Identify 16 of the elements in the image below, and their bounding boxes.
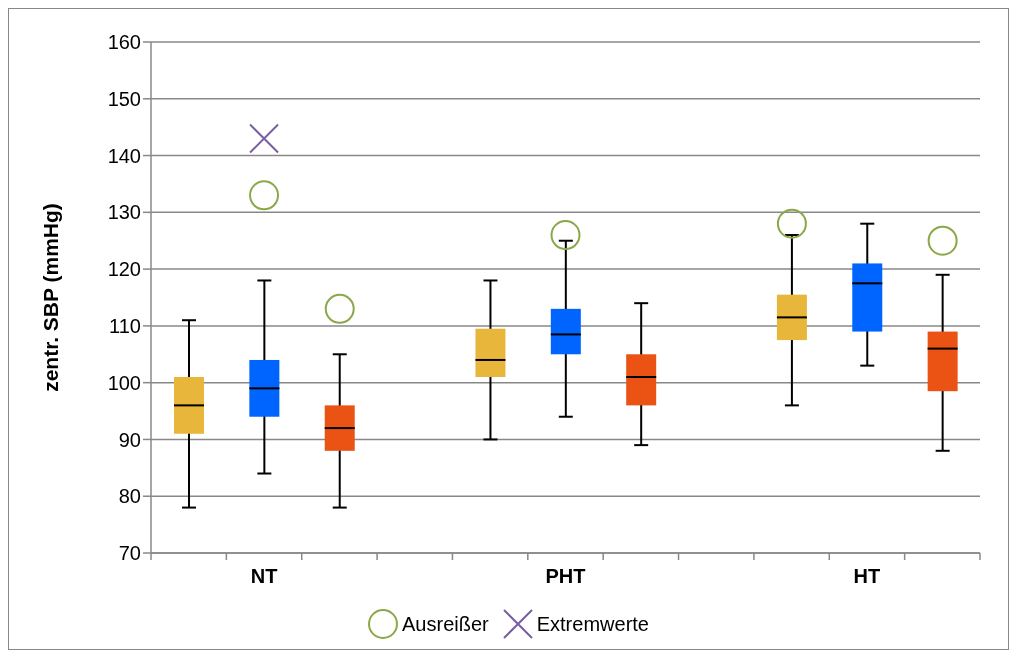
y-tick-label: 160 — [107, 31, 141, 54]
y-tick-label: 100 — [107, 371, 141, 394]
y-tick-label: 70 — [118, 542, 141, 565]
y-tick-label: 140 — [107, 144, 141, 167]
x-tick-label: PHT — [545, 565, 586, 587]
y-tick-label: 130 — [107, 201, 141, 224]
y-tick-label: 110 — [109, 314, 141, 337]
y-tick-label: 150 — [107, 87, 141, 110]
y-tick-label: 80 — [118, 485, 141, 508]
y-tick-label: 120 — [107, 258, 141, 281]
x-tick-label: NT — [250, 565, 278, 587]
legend-label: Extremwerte — [536, 612, 649, 636]
x-tick-label: HT — [853, 565, 881, 587]
y-axis-title: zentr. SBP (mmHg) — [39, 203, 63, 392]
y-tick-label: 90 — [118, 428, 141, 451]
legend-label: Ausreißer — [402, 612, 489, 636]
